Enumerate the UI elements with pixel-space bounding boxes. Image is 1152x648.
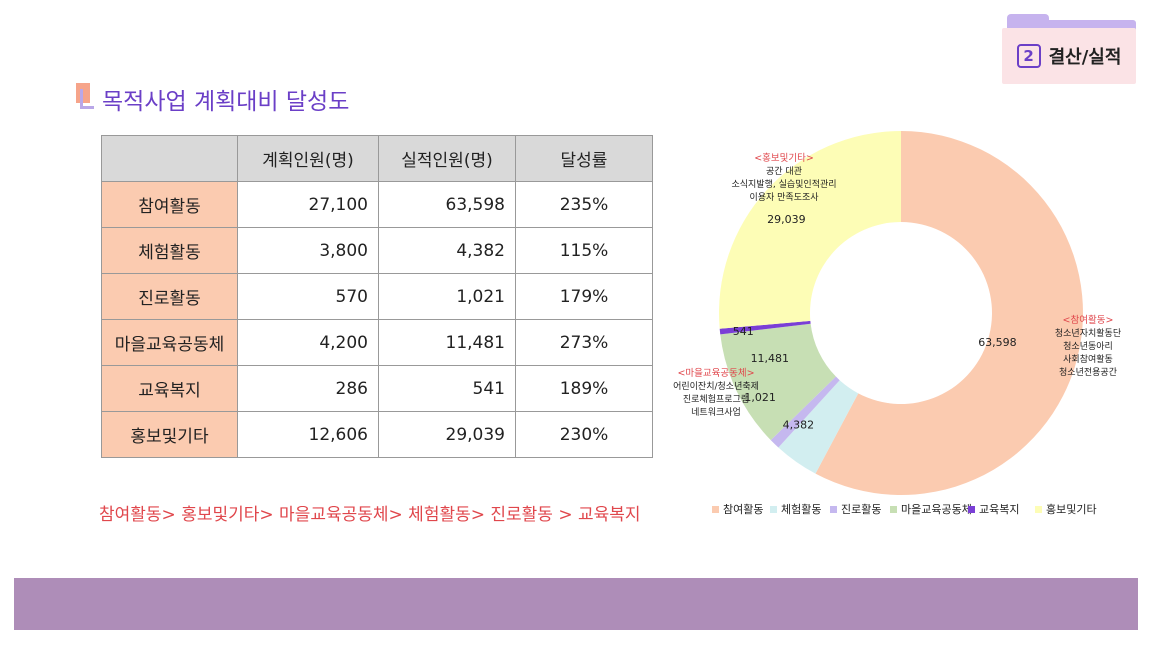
legend-label: 체험활동 <box>781 502 821 516</box>
row-plan: 286 <box>237 365 379 412</box>
row-rate: 230% <box>515 411 653 458</box>
legend-swatch <box>968 506 975 513</box>
legend-swatch <box>1035 506 1042 513</box>
table-row: 홍보및기타 12,606 29,039 230% <box>101 411 653 458</box>
legend-swatch <box>770 506 777 513</box>
annotation-line: 이용자 만족도조사 <box>749 192 819 203</box>
slice-value-label: 11,481 <box>751 352 790 365</box>
row-plan: 4,200 <box>237 319 379 366</box>
annotation-line: 사회참여활동 <box>1063 353 1113 365</box>
slice-value-label: 4,382 <box>783 419 815 432</box>
row-plan: 12,606 <box>237 411 379 458</box>
legend-label: 마을교육공동체 <box>901 503 972 516</box>
row-plan: 27,100 <box>237 181 379 228</box>
annotation-heading: <참여활동> <box>1063 314 1114 326</box>
row-rate: 189% <box>515 365 653 412</box>
folder-tab <box>1007 14 1049 24</box>
annotation-line: 어린이잔치/청소년축제 <box>673 380 759 392</box>
row-category: 진로활동 <box>101 273 238 320</box>
annotation-heading: <마을교육공동체> <box>677 368 754 379</box>
achievement-table: 계획인원(명) 실적인원(명) 달성률 참여활동 27,100 63,598 2… <box>101 135 653 458</box>
section-label: 결산/실적 <box>1048 47 1122 68</box>
annotation-heading: <홍보및기타> <box>754 152 814 164</box>
row-rate: 179% <box>515 273 653 320</box>
row-rate: 273% <box>515 319 653 366</box>
slice-value-label: 1,021 <box>744 391 776 404</box>
row-actual: 29,039 <box>378 411 516 458</box>
header-plan: 계획인원(명) <box>237 135 379 182</box>
section-number: 2 <box>1016 44 1041 68</box>
annotation-line: 청소년동아리 <box>1063 341 1113 352</box>
slice-1 <box>815 131 1083 495</box>
row-actual: 4,382 <box>378 227 516 274</box>
row-actual: 63,598 <box>378 181 516 228</box>
row-plan: 3,800 <box>237 227 379 274</box>
row-category: 체험활동 <box>101 227 238 274</box>
table-row: 진로활동 570 1,021 179% <box>101 273 653 320</box>
footer-bar <box>14 578 1138 630</box>
ranking-text: 참여활동> 홍보및기타> 마을교육공동체> 체험활동> 진로활동 > 교육복지 <box>99 505 641 525</box>
section-badge: 2 결산/실적 <box>1002 14 1136 84</box>
table-row: 교육복지 286 541 189% <box>101 365 653 412</box>
title-marker-icon <box>76 83 96 109</box>
table-row: 체험활동 3,800 4,382 115% <box>101 227 653 274</box>
row-category: 교육복지 <box>101 365 238 412</box>
folder-front: 2 결산/실적 <box>1002 28 1136 84</box>
header-empty <box>101 135 238 182</box>
annotation-line: 진로체험프로그램 <box>683 393 749 405</box>
row-category: 마을교육공동체 <box>101 319 238 366</box>
legend-label: 진로활동 <box>841 502 881 516</box>
slice-2 <box>778 380 859 474</box>
header-actual: 실적인원(명) <box>378 135 516 182</box>
row-rate: 235% <box>515 181 653 228</box>
table-row: 참여활동 27,100 63,598 235% <box>101 181 653 228</box>
table-row: 마을교육공동체 4,200 11,481 273% <box>101 319 653 366</box>
header-rate: 달성률 <box>515 135 653 182</box>
row-category: 참여활동 <box>101 181 238 228</box>
row-actual: 541 <box>378 365 516 412</box>
slice-value-label: 29,039 <box>767 213 806 226</box>
annotation-line: 소식지발행, 실습및인적관리 <box>731 178 836 190</box>
annotation-line: 청소년전용공간 <box>1059 367 1117 378</box>
row-plan: 570 <box>237 273 379 320</box>
legend-label: 교육복지 <box>979 503 1019 516</box>
page-title: 목적사업 계획대비 달성도 <box>102 89 350 115</box>
annotation-line: 청소년자치활동단 <box>1055 327 1121 339</box>
slice-5 <box>719 320 811 335</box>
slice-6 <box>719 131 901 329</box>
slice-4 <box>720 323 836 441</box>
slice-value-label: 541 <box>733 325 754 338</box>
legend-swatch <box>890 506 897 513</box>
row-actual: 11,481 <box>378 319 516 366</box>
legend-swatch <box>712 506 719 513</box>
legend-label: 참여활동 <box>723 502 763 516</box>
table-header-row: 계획인원(명) 실적인원(명) 달성률 <box>101 135 653 182</box>
annotation-line: 네트워크사업 <box>691 407 741 418</box>
row-rate: 115% <box>515 227 653 274</box>
slice-3 <box>770 376 840 448</box>
row-category: 홍보및기타 <box>101 411 238 458</box>
legend-label: 홍보및기타 <box>1046 502 1097 516</box>
row-actual: 1,021 <box>378 273 516 320</box>
legend-swatch <box>830 506 837 513</box>
annotation-line: 공간 대관 <box>766 166 802 177</box>
slice-value-label: 63,598 <box>978 336 1017 349</box>
